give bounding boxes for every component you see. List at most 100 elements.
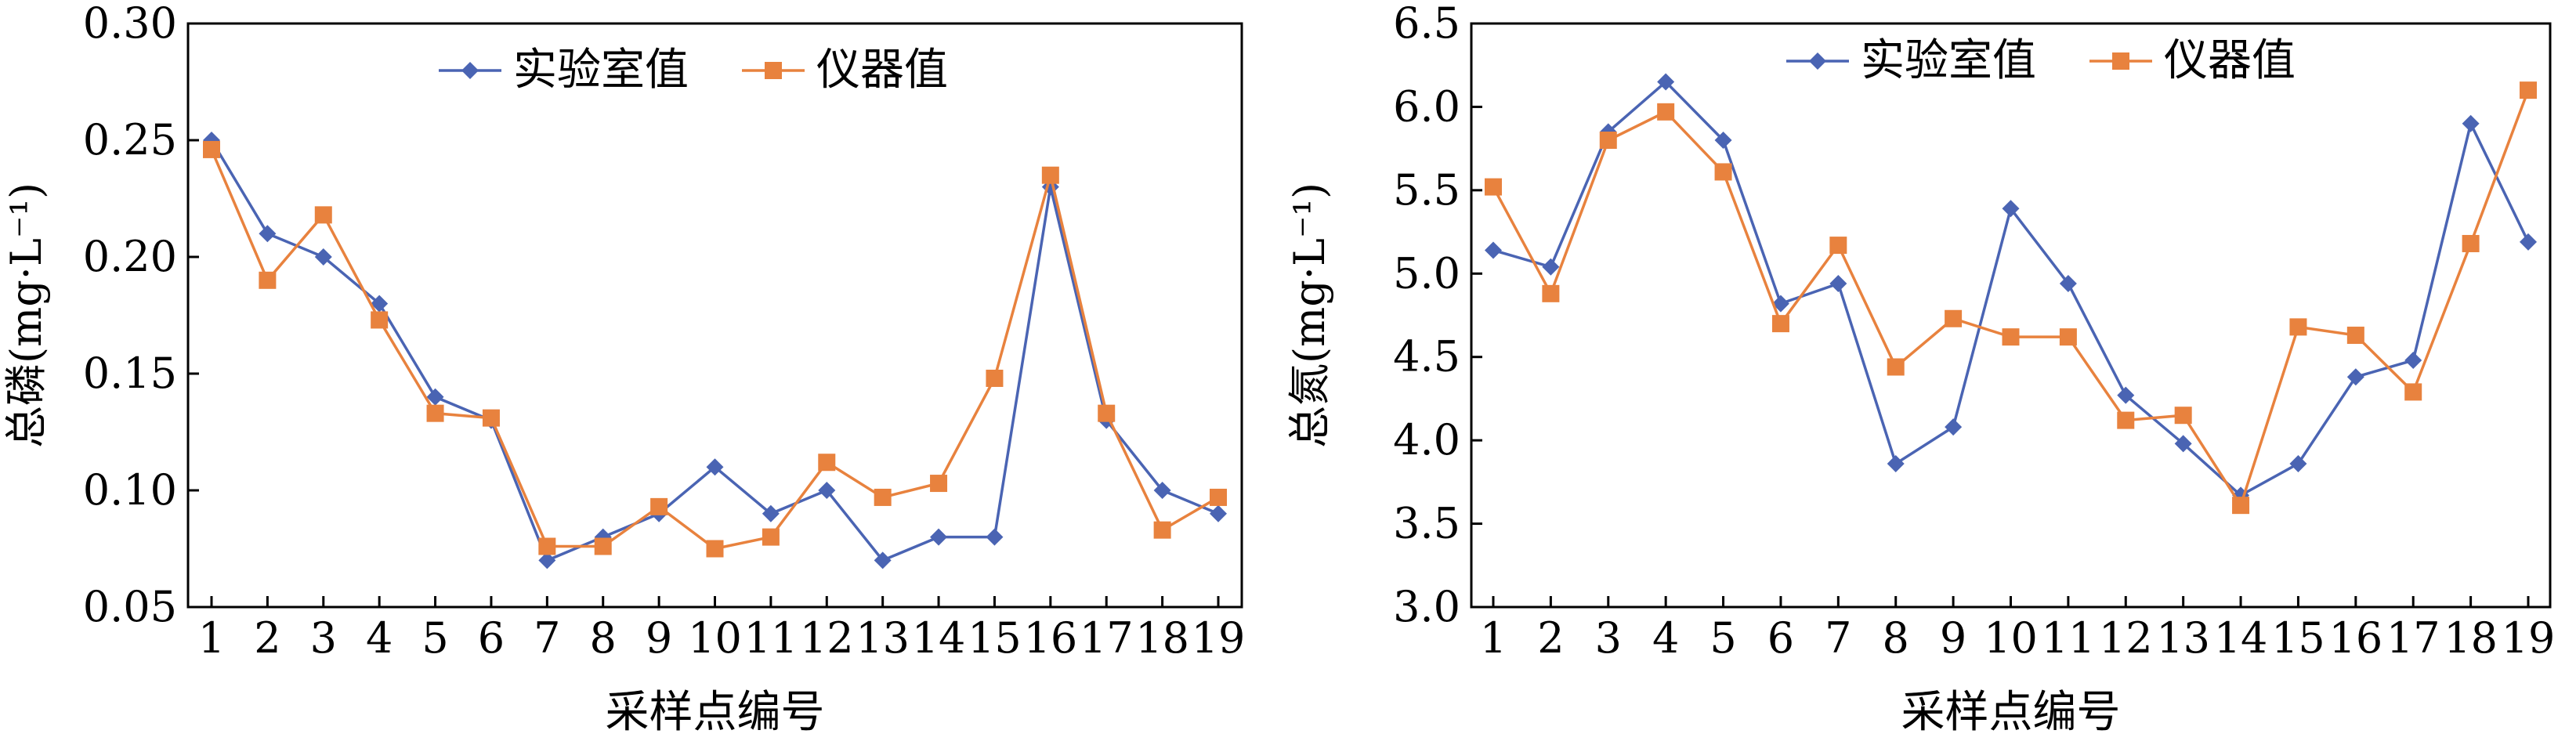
data-point: [426, 388, 444, 406]
legend-label: 仪器值: [2164, 35, 2296, 86]
data-point: [2117, 386, 2135, 404]
data-point: [1210, 504, 1227, 522]
x-tick-label: 17: [2386, 613, 2440, 663]
x-tick-label: 15: [2271, 613, 2325, 663]
x-tick-label: 3: [310, 613, 337, 663]
data-point: [2404, 383, 2422, 401]
data-point: [1485, 178, 1502, 196]
data-point: [1771, 295, 1789, 313]
series-line-lab: [1492, 80, 2530, 497]
data-point: [203, 140, 220, 158]
data-point: [874, 488, 892, 506]
y-tick-label: 3.0: [1393, 582, 1460, 631]
x-tick-label: 4: [366, 613, 393, 663]
data-point: [2520, 81, 2537, 99]
data-point: [538, 537, 556, 555]
legend-label: 实验室值: [1861, 35, 2036, 86]
x-tick-label: 3: [1595, 613, 1622, 663]
data-point: [706, 540, 724, 558]
data-point: [371, 295, 389, 313]
data-point: [2059, 275, 2077, 293]
data-point: [2346, 327, 2364, 345]
data-point: [1829, 275, 1847, 293]
x-tick-label: 6: [1767, 613, 1794, 663]
y-tick-label: 4.5: [1393, 332, 1460, 381]
data-point: [2404, 351, 2422, 369]
y-tick-label: 6.0: [1393, 81, 1460, 131]
data-point: [1098, 404, 1116, 422]
x-tick-label: 16: [1023, 613, 1077, 663]
legend-label: 实验室值: [513, 45, 689, 96]
y-tick-label: 4.0: [1393, 415, 1460, 464]
data-point: [818, 482, 836, 499]
y-tick-label: 0.25: [83, 115, 177, 164]
x-tick-label: 10: [688, 613, 742, 663]
x-tick-label: 13: [856, 613, 910, 663]
data-point: [650, 497, 668, 515]
x-tick-label: 7: [534, 613, 560, 663]
data-point: [259, 225, 277, 243]
y-axis-label: 总磷(mg·L⁻¹): [2, 183, 51, 448]
x-tick-label: 15: [968, 613, 1022, 663]
x-axis-label: 采样点编号: [606, 687, 825, 738]
data-point: [1542, 258, 1560, 276]
data-point: [538, 551, 556, 569]
data-point: [2002, 328, 2020, 346]
x-tick-label: 17: [1080, 613, 1134, 663]
data-point: [2174, 407, 2192, 425]
data-point: [1887, 358, 1905, 376]
x-axis-label: 采样点编号: [1901, 687, 2121, 738]
y-tick-label: 0.10: [83, 465, 177, 515]
data-point: [371, 311, 389, 329]
data-point: [1153, 482, 1171, 499]
x-tick-label: 1: [1480, 613, 1507, 663]
series-line-lab: [210, 139, 1219, 562]
data-point: [426, 404, 444, 422]
data-point: [1599, 132, 1617, 149]
x-tick-label: 12: [800, 613, 854, 663]
data-point: [2520, 233, 2537, 251]
series-line-instrument: [210, 149, 1219, 551]
data-point: [2289, 454, 2307, 472]
y-tick-label: 0.05: [83, 582, 177, 631]
data-point: [1657, 103, 1675, 121]
x-tick-label: 14: [912, 613, 966, 663]
data-point: [2059, 328, 2077, 346]
data-point: [2117, 411, 2135, 429]
y-tick-label: 5.0: [1393, 248, 1460, 298]
data-point: [2289, 318, 2307, 336]
data-point: [986, 528, 1004, 546]
x-tick-label: 9: [646, 613, 672, 663]
data-point: [1542, 284, 1560, 302]
x-tick-label: 5: [421, 613, 448, 663]
data-point: [1041, 166, 1059, 184]
chart-total-phosphorus: 0.050.100.150.200.250.301 2 3 4 5 6 7 8 9 10 11 12 1…: [2, 0, 1245, 738]
x-tick-label: 16: [2328, 613, 2382, 663]
legend-label: 仪器值: [816, 45, 948, 96]
x-tick-label: 11: [2042, 613, 2096, 663]
y-tick-label: 5.5: [1393, 165, 1460, 215]
legend-marker: [1809, 52, 1826, 70]
chart-total-nitrogen: 3.03.54.04.55.05.56.06.51 2 3 4 5 6 7 8 9 10 11 12 1…: [1285, 0, 2555, 738]
data-point: [2462, 234, 2480, 252]
x-tick-label: 2: [254, 613, 280, 663]
data-point: [1771, 315, 1789, 333]
data-point: [482, 409, 500, 427]
data-point: [314, 206, 332, 224]
series-line-instrument: [1492, 89, 2530, 509]
x-tick-label: 19: [2502, 613, 2556, 663]
data-point: [259, 271, 277, 289]
x-tick-label: 13: [2156, 613, 2210, 663]
data-point: [874, 551, 892, 569]
data-point: [1714, 163, 1732, 181]
data-point: [1887, 454, 1905, 472]
data-point: [2002, 200, 2020, 218]
y-tick-label: 3.5: [1393, 499, 1460, 548]
data-point: [986, 369, 1004, 387]
data-point: [1945, 309, 1963, 327]
data-point: [2346, 368, 2364, 386]
x-tick-label: 5: [1709, 613, 1736, 663]
x-tick-label: 12: [2099, 613, 2153, 663]
data-point: [1945, 418, 1963, 436]
